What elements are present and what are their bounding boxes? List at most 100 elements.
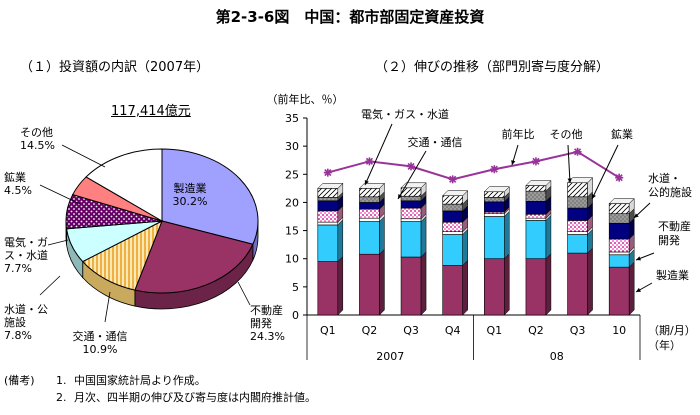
- x-tick-label: Q1: [320, 324, 336, 337]
- bar-segment: [567, 231, 588, 235]
- bar-segment: [317, 188, 339, 198]
- bar-segment-side: [420, 215, 427, 258]
- annotation-label: 電気・ガス・水道: [361, 107, 449, 121]
- bar-segment: [442, 221, 463, 232]
- yoy-marker: [323, 168, 332, 177]
- y-tick-label: 0: [292, 309, 299, 322]
- bar-segment: [608, 266, 630, 316]
- bar-segment: [359, 253, 380, 316]
- bar-segment: [525, 213, 547, 219]
- bar-stack: [317, 182, 344, 316]
- bar-segment-side: [545, 214, 552, 260]
- bar-segment: [400, 207, 422, 220]
- bar-segment: [359, 208, 380, 219]
- bar-segment: [317, 224, 339, 262]
- x-tick-label: Q3: [570, 324, 586, 337]
- bar-segment: [317, 221, 339, 226]
- bar-segment-side: [504, 253, 510, 316]
- notes: (備考) 1. 中国国家統計局より作成。 2. 月次、四半期の伸び及び寄与度は内…: [4, 372, 316, 406]
- bar-top-face: [317, 183, 344, 189]
- yoy-marker: [448, 175, 457, 184]
- x-group-label: 08: [550, 350, 564, 363]
- bar-segment: [442, 210, 463, 223]
- bar-stack: [525, 179, 552, 316]
- pie-leader-line: [39, 275, 61, 296]
- annotation-arrowhead: [567, 178, 572, 183]
- bar-subtitle: （２）伸びの推移（部門別寄与度分解）: [375, 60, 610, 75]
- bar-segment: [484, 201, 505, 213]
- bar-segment: [484, 213, 505, 217]
- y-tick-label: 30: [285, 140, 299, 153]
- bar-stack: [442, 190, 469, 316]
- x-tick-label: Q2: [528, 324, 544, 337]
- bar-segment: [567, 196, 588, 209]
- bar-segment: [484, 216, 505, 260]
- bar-segment: [525, 217, 547, 221]
- annotation-arrowhead: [636, 287, 641, 292]
- pie-value-label: 10.9%: [83, 343, 118, 356]
- pie-slice: [134, 220, 254, 294]
- bar-top-face: [400, 182, 427, 189]
- x-unit-label: （期/月）（年）: [648, 324, 696, 352]
- pie-label: 鉱業4.5%: [4, 170, 32, 197]
- bar-segment: [317, 200, 339, 212]
- pie-value-label: 14.5%: [20, 139, 55, 152]
- pie-value-label: 4.5%: [4, 184, 32, 197]
- yoy-marker: [490, 165, 499, 174]
- pie-slice: [85, 148, 163, 222]
- pie-value-label: 30.2%: [173, 195, 208, 208]
- bar-segment: [567, 234, 588, 254]
- annotation-label: 不動産開発: [658, 219, 691, 247]
- bar-segment-side: [462, 259, 468, 316]
- pie-leader-line: [39, 184, 81, 205]
- bar-segment: [317, 197, 339, 202]
- yoy-marker: [407, 162, 416, 171]
- annotation-arrow: [567, 144, 571, 184]
- bar-segment: [608, 238, 630, 253]
- note-text: 中国国家統計局より作成。: [74, 374, 206, 387]
- bar-segment-side: [337, 255, 344, 316]
- y-tick-label: 20: [285, 196, 299, 209]
- annotation-label: 前年比: [502, 127, 535, 141]
- annotation-label: 交通・通信: [408, 135, 463, 149]
- pie-slice-label: その他: [20, 126, 53, 139]
- bar-segment: [442, 203, 463, 212]
- pie-total-label: 117,414億元: [111, 104, 191, 119]
- yoy-marker: [531, 157, 540, 166]
- bar-segment-side: [504, 210, 510, 260]
- bar-stack: [566, 177, 594, 316]
- yoy-line: [327, 150, 620, 181]
- bar-segment-side: [628, 261, 635, 316]
- y-tick-label: 5: [292, 281, 299, 294]
- note-text: 月次、四半期の伸び及び寄与度は内閣府推計値。: [74, 391, 316, 404]
- note-row-2: 2. 月次、四半期の伸び及び寄与度は内閣府推計値。: [4, 389, 316, 406]
- pie-leader-line: [47, 239, 69, 246]
- x-tick-label: 10: [612, 324, 626, 337]
- annotation-label: 水道・公的施設: [648, 171, 692, 199]
- bar-segment: [442, 195, 463, 205]
- bar-segment: [525, 258, 547, 316]
- annotation-arrowhead: [364, 180, 369, 185]
- bar-segment: [608, 203, 630, 214]
- bar-segment: [400, 256, 422, 316]
- bar-segment: [567, 252, 588, 316]
- pie-value-label: 24.3%: [250, 330, 285, 343]
- bar-segment-side: [379, 248, 385, 316]
- bar-segment: [525, 220, 547, 260]
- annotation-label: その他: [550, 128, 583, 141]
- y-tick-label: 35: [285, 112, 299, 125]
- bar-stack: [608, 197, 635, 316]
- bar-segment: [359, 196, 380, 203]
- note-number: 1.: [56, 374, 67, 387]
- bar-segment: [525, 185, 547, 192]
- pie-label: 電気・ガス・水道7.7%: [4, 235, 48, 275]
- pie-value-label: 7.7%: [4, 262, 32, 275]
- pie-slice-label: 交通・通信: [73, 329, 128, 343]
- y-tick-label: 10: [285, 253, 299, 266]
- annotation-arrow: [591, 144, 619, 200]
- annotation-arrowhead: [511, 160, 516, 165]
